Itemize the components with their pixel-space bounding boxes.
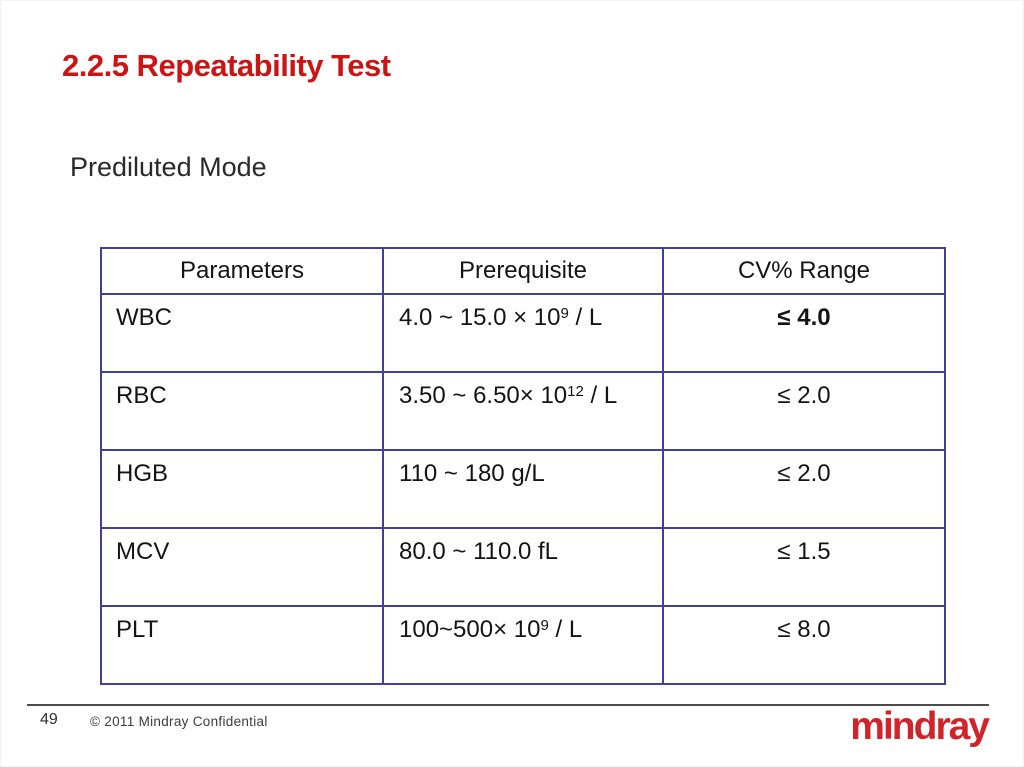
slide-title: 2.2.5 Repeatability Test [62,48,391,83]
table-row: WBC 4.0 ~ 15.0 × 109 / L ≤ 4.0 [100,293,946,373]
copyright-text: © 2011 Mindray Confidential [90,714,268,729]
slide-subtitle: Prediluted Mode [70,152,267,182]
footer-divider [27,704,989,706]
table-row: PLT 100~500× 109 / L ≤ 8.0 [100,605,946,685]
cell-parameter: RBC [100,371,384,451]
cell-prerequisite: 4.0 ~ 15.0 × 109 / L [382,293,664,373]
cell-prerequisite: 80.0 ~ 110.0 fL [382,527,664,607]
mindray-logo: mindray [850,705,990,748]
table-row: HGB 110 ~ 180 g/L ≤ 2.0 [100,449,946,529]
table-row: RBC 3.50 ~ 6.50× 1012 / L ≤ 2.0 [100,371,946,451]
cell-prerequisite: 100~500× 109 / L [382,605,664,685]
cell-parameter: PLT [100,605,384,685]
cell-parameter: HGB [100,449,384,529]
table-row: MCV 80.0 ~ 110.0 fL ≤ 1.5 [100,527,946,607]
column-header-parameters: Parameters [100,247,384,295]
cell-parameter: WBC [100,293,384,373]
cell-parameter: MCV [100,527,384,607]
cell-prerequisite: 110 ~ 180 g/L [382,449,664,529]
column-header-prerequisite: Prerequisite [382,247,664,295]
cell-prerequisite: 3.50 ~ 6.50× 1012 / L [382,371,664,451]
cell-cv-range: ≤ 4.0 [662,293,946,373]
cell-cv-range: ≤ 2.0 [662,371,946,451]
table-body: WBC 4.0 ~ 15.0 × 109 / L ≤ 4.0 RBC 3.50 … [100,293,946,685]
repeatability-table: Parameters Prerequisite CV% Range WBC 4.… [100,247,946,685]
cell-cv-range: ≤ 2.0 [662,449,946,529]
column-header-cv-range: CV% Range [662,247,946,295]
table-header-row: Parameters Prerequisite CV% Range [100,247,946,295]
page-number: 49 [40,711,58,728]
cell-cv-range: ≤ 8.0 [662,605,946,685]
cell-cv-range: ≤ 1.5 [662,527,946,607]
